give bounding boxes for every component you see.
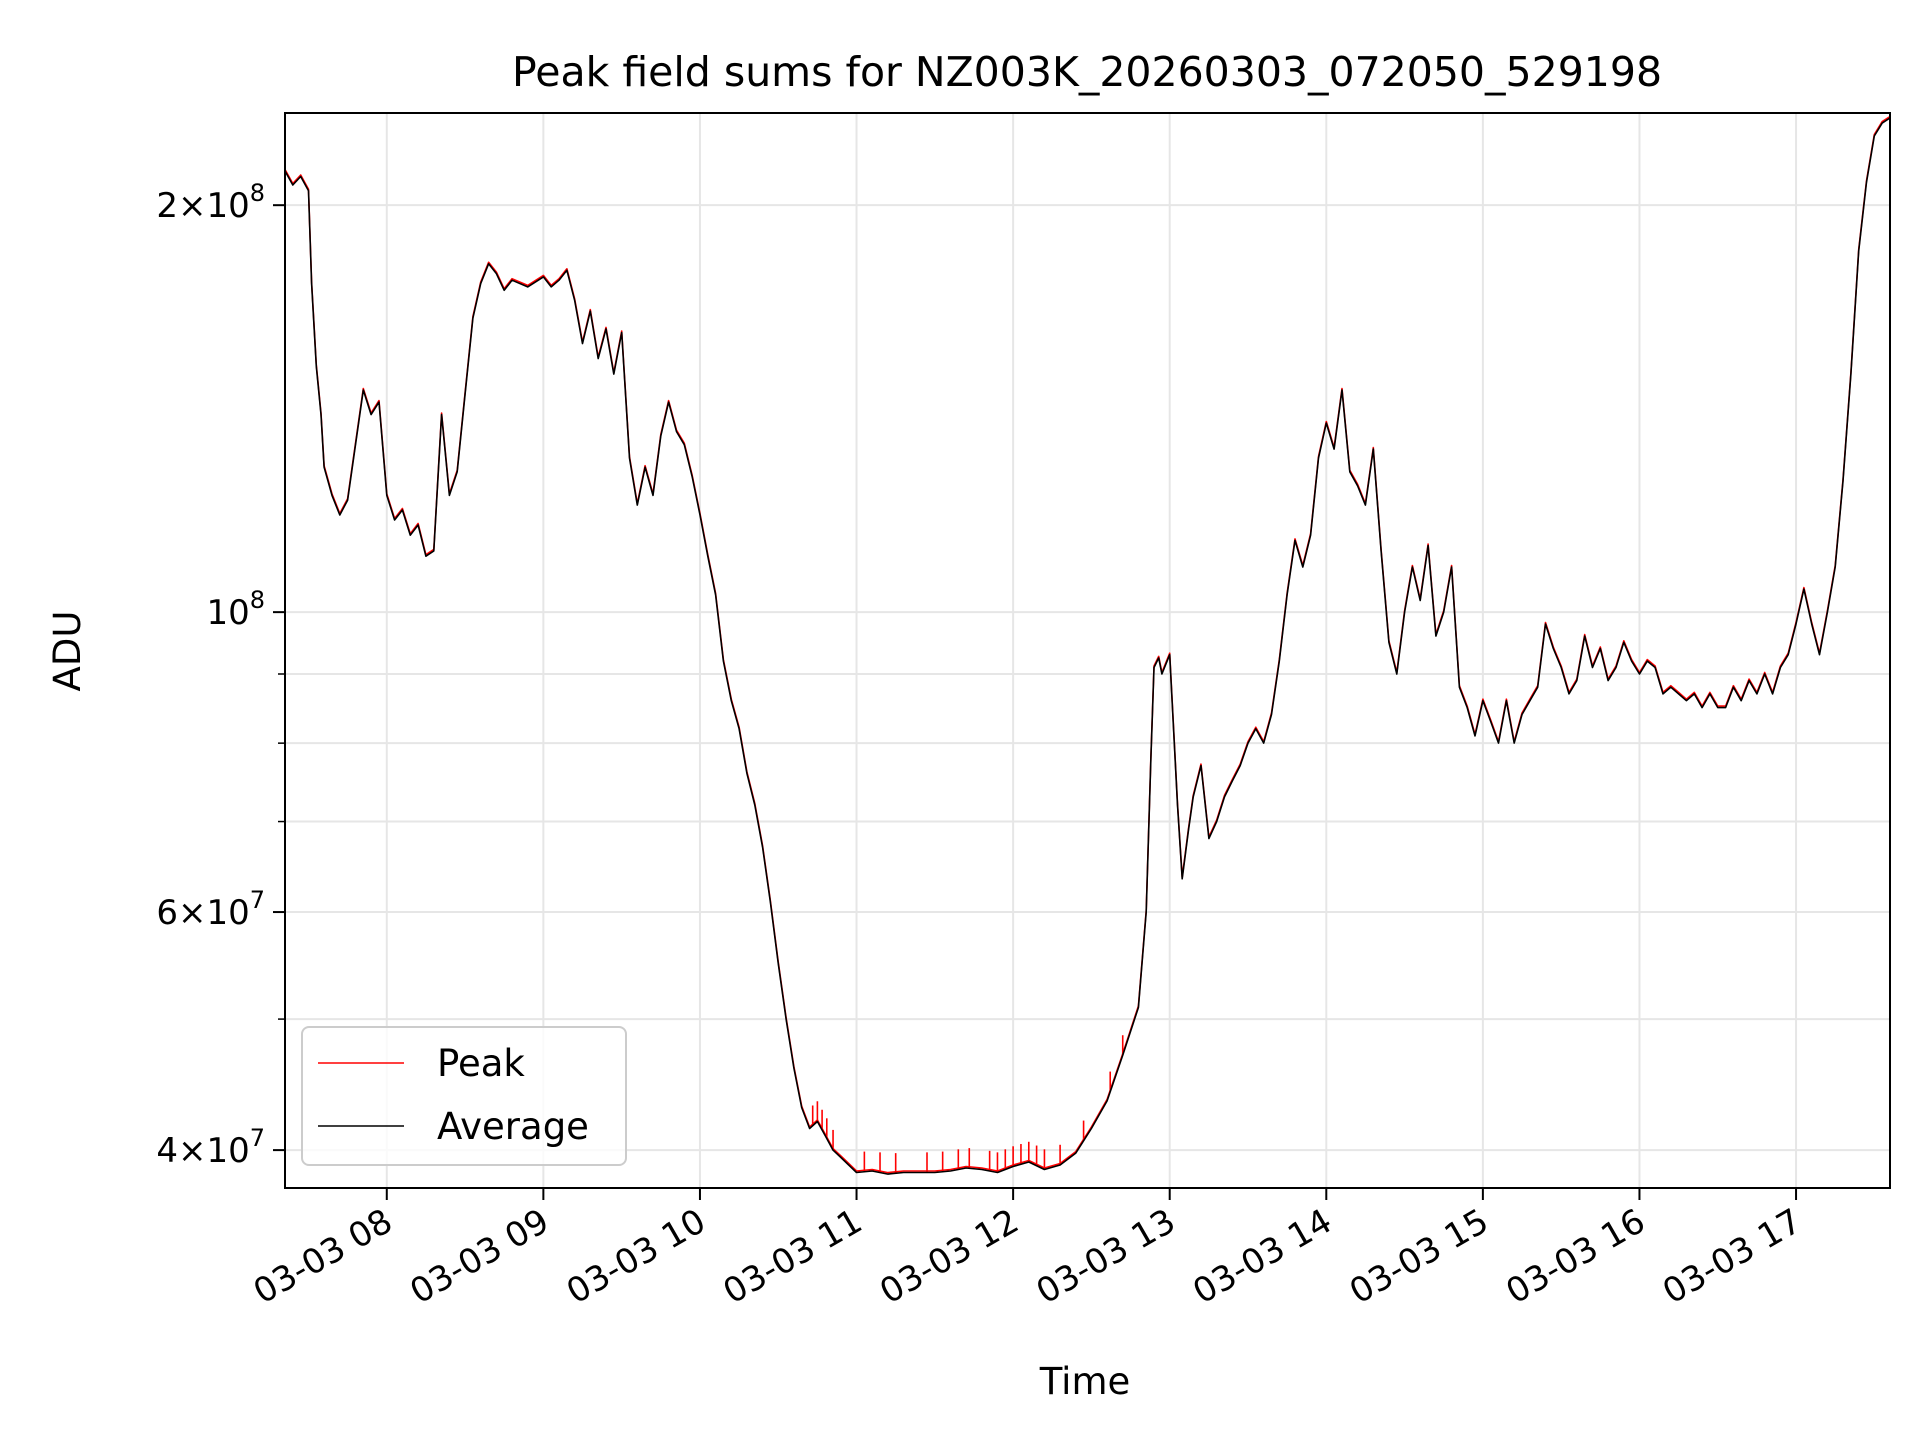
y-tick-label: 6×107 (156, 886, 265, 933)
series-average-line (284, 117, 1891, 1175)
x-tick-label: 03-03 15 (1343, 1201, 1495, 1312)
y-axis-label: ADU (46, 611, 89, 692)
x-tick-label: 03-03 10 (560, 1201, 712, 1312)
x-tick-label: 03-03 12 (873, 1201, 1025, 1312)
legend-box (301, 1026, 627, 1166)
legend-average-label: Average (437, 1105, 589, 1148)
legend: Peak Average (301, 1026, 627, 1166)
axes-frame (284, 112, 1891, 1189)
x-axis: 03-03 08 03-03 09 03-03 10 03-03 11 03-03 12… (247, 1188, 1809, 1312)
y-tick-label: 2×108 (156, 179, 265, 226)
y-axis: 4×107 6×107 108 2×108 (156, 179, 285, 1171)
x-tick-label: 03-03 13 (1030, 1201, 1182, 1312)
x-tick-label: 03-03 14 (1186, 1201, 1338, 1312)
series-peak-line (284, 115, 1891, 1174)
x-tick-label: 03-03 16 (1500, 1201, 1652, 1312)
plot-area (284, 115, 1891, 1175)
y-tick-label: 108 (206, 586, 265, 633)
legend-peak-label: Peak (437, 1042, 525, 1085)
x-tick-label: 03-03 17 (1656, 1201, 1808, 1312)
x-tick-label: 03-03 09 (403, 1201, 555, 1312)
x-axis-label: Time (1039, 1360, 1131, 1403)
x-tick-label: 03-03 11 (717, 1201, 869, 1312)
y-tick-label: 4×107 (156, 1124, 265, 1171)
x-tick-label: 03-03 08 (247, 1201, 399, 1312)
grid (285, 113, 1890, 1188)
chart-title: Peak field sums for NZ003K_20260303_0720… (512, 48, 1662, 96)
